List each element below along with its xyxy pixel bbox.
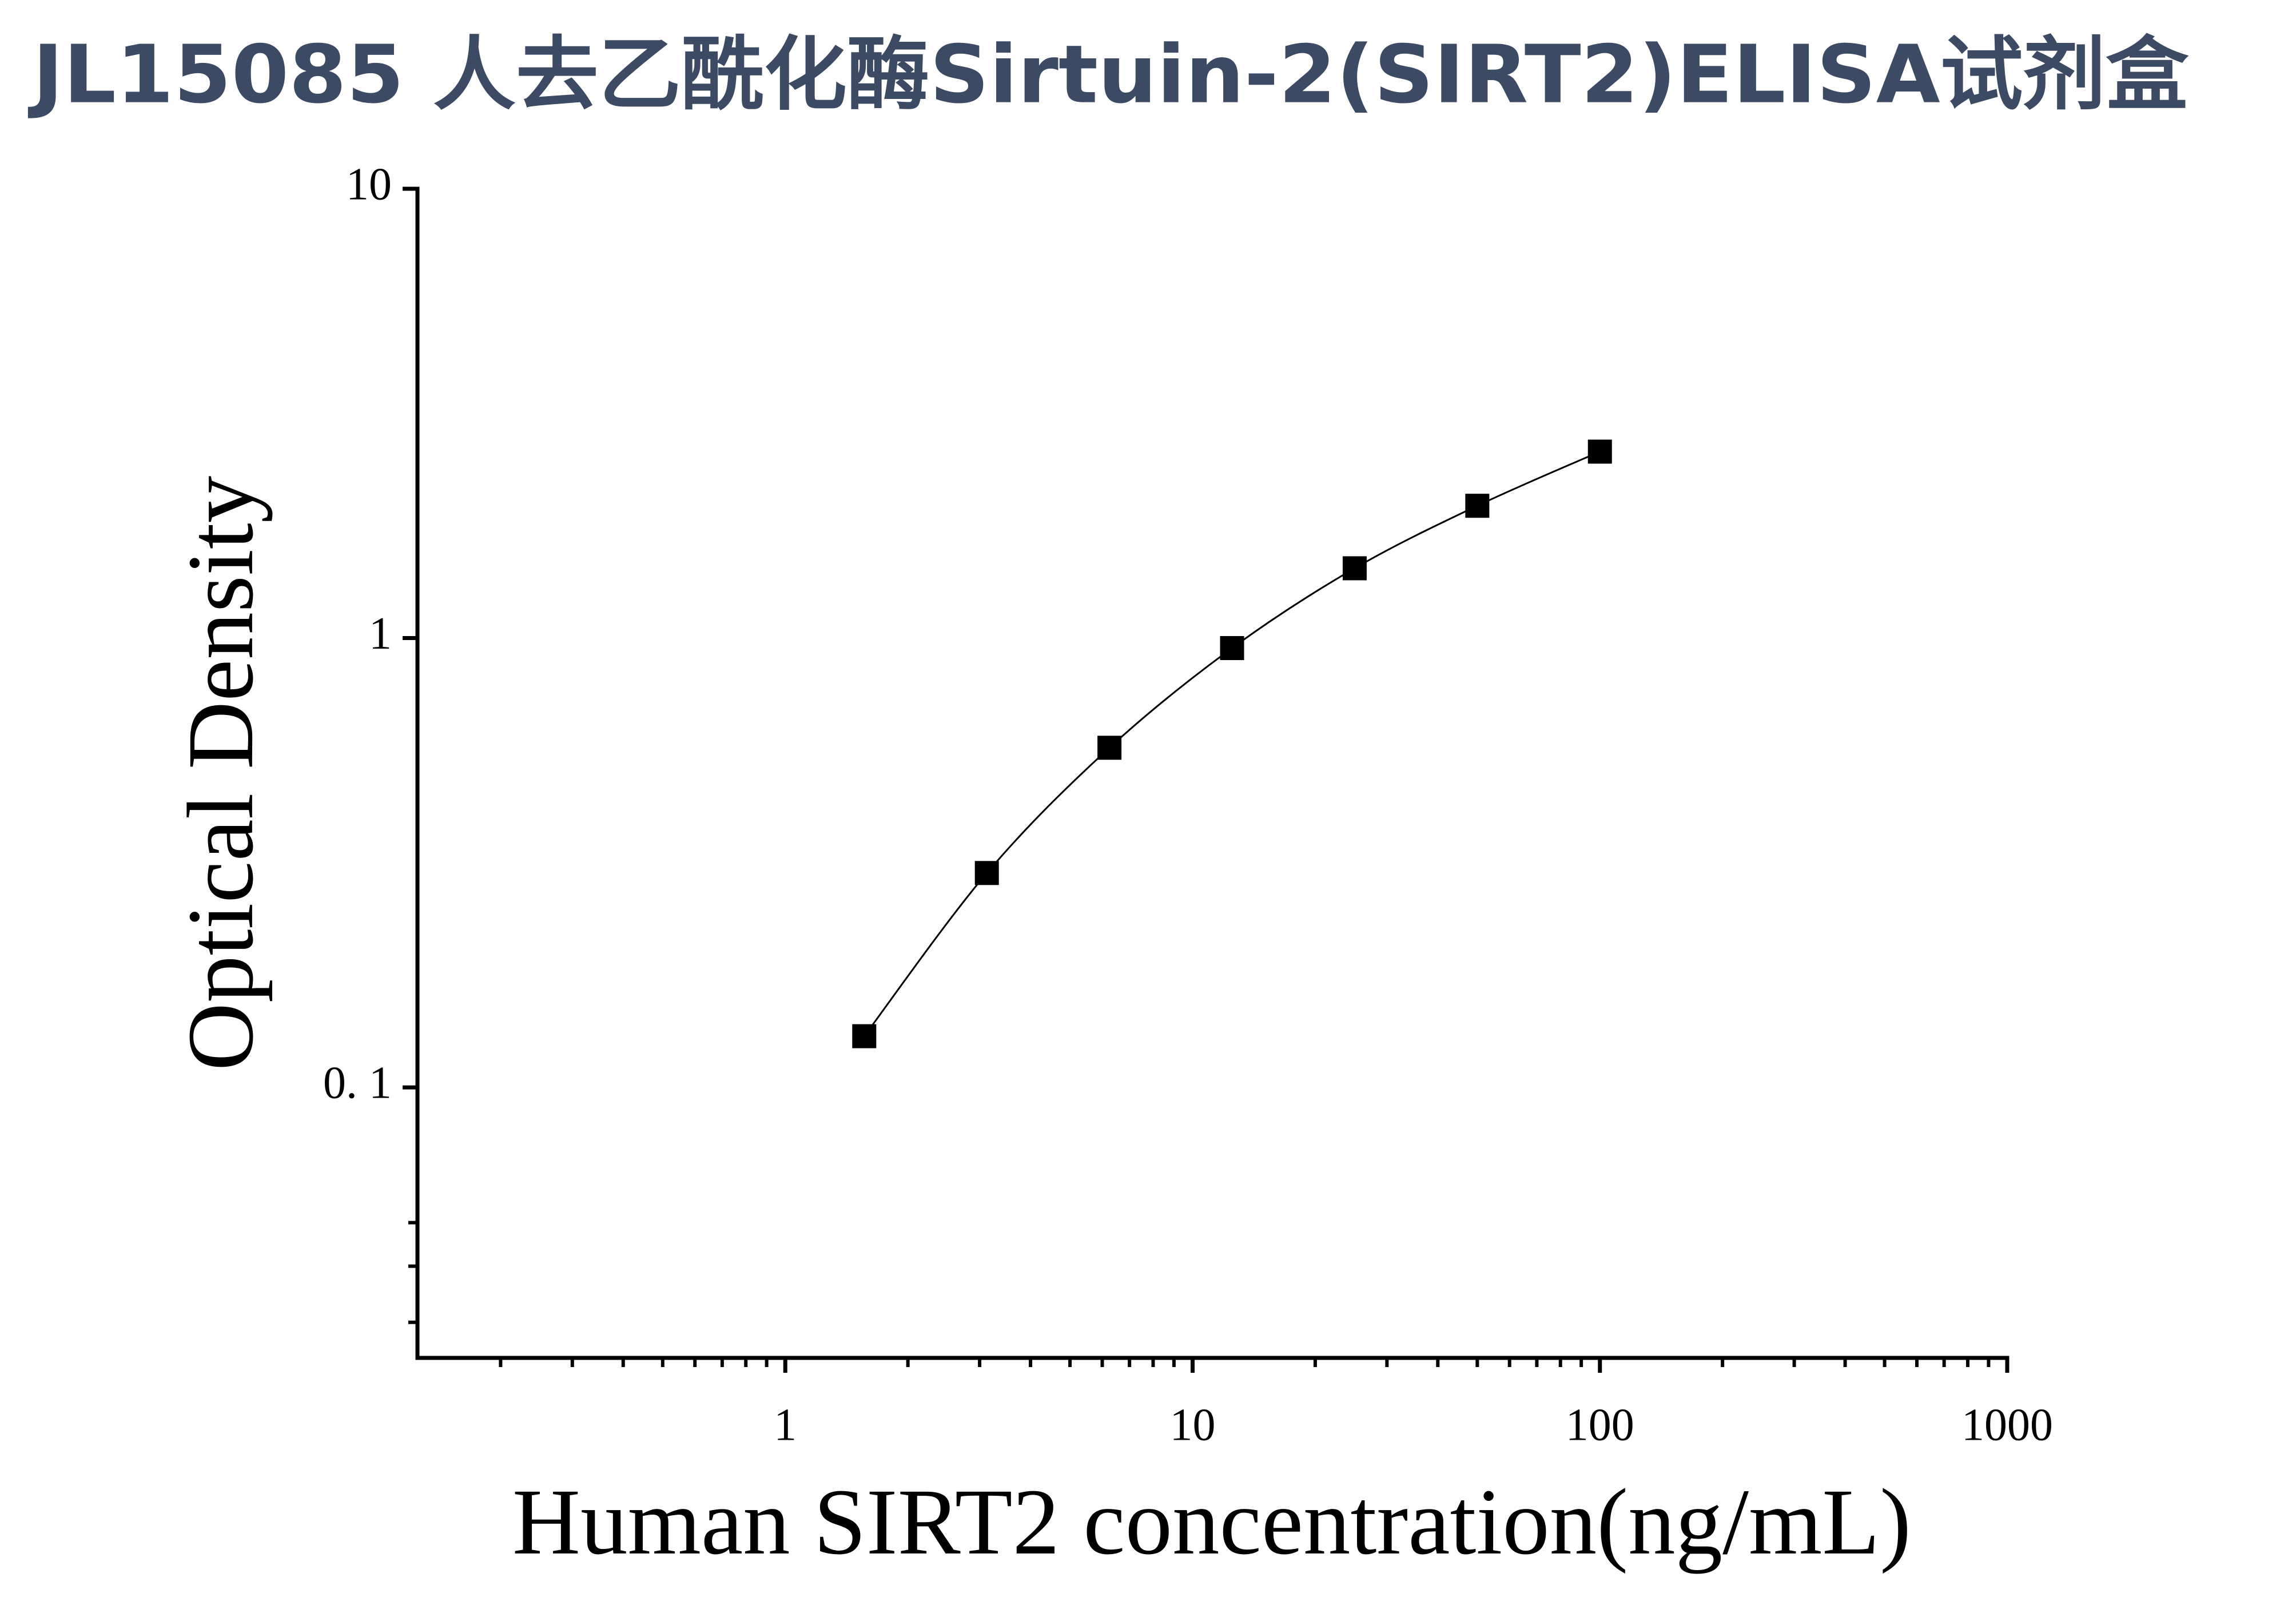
data-point (974, 861, 999, 885)
x-tick-label: 10 (1169, 1400, 1215, 1450)
data-point (1342, 556, 1367, 581)
y-tick-label: 0. 1 (323, 1058, 392, 1108)
y-tick-label: 10 (346, 159, 392, 209)
x-tick-label: 1000 (1961, 1400, 2053, 1450)
chart-title: JL15085 人去乙酰化酶Sirtuin-2(SIRT2)ELISA试剂盒 (28, 29, 2189, 122)
x-axis-label: Human SIRT2 concentration(ng/mL) (512, 1469, 1911, 1574)
data-point (1587, 439, 1612, 464)
data-point (1465, 494, 1490, 518)
y-tick-label: 1 (369, 609, 392, 659)
fit-curve (864, 451, 1601, 1037)
data-point (1097, 736, 1122, 760)
x-tick-label: 1 (774, 1400, 797, 1450)
data-point (1220, 636, 1244, 661)
data-point (852, 1024, 877, 1048)
x-tick-label: 100 (1566, 1400, 1634, 1450)
y-axis-label: Optical Density (168, 476, 273, 1071)
